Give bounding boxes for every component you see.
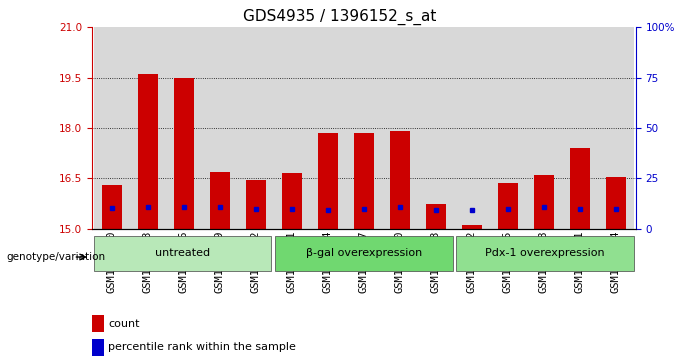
Bar [318,133,338,229]
Bar [606,177,626,229]
Bar [102,185,122,229]
Bar [490,27,526,229]
Bar [274,27,310,229]
Bar [598,27,634,229]
Text: β-gal overexpression: β-gal overexpression [306,248,422,258]
Bar [534,175,554,229]
Bar [310,27,346,229]
Bar [418,27,454,229]
Bar [138,74,158,229]
Bar [498,183,517,229]
Bar [426,204,446,229]
Bar [166,27,202,229]
Bar [245,180,266,229]
Bar [282,173,302,229]
Bar [346,27,381,229]
Bar [130,27,166,229]
Bar [94,236,271,271]
Bar [454,27,490,229]
Bar [275,236,453,271]
Text: percentile rank within the sample: percentile rank within the sample [108,342,296,352]
Bar [92,315,104,332]
Text: genotype/variation: genotype/variation [7,252,106,262]
Bar [210,172,230,229]
Text: untreated: untreated [155,248,210,258]
Bar [381,27,418,229]
Text: Pdx-1 overexpression: Pdx-1 overexpression [486,248,605,258]
Bar [570,148,590,229]
Bar [526,27,562,229]
Bar [456,236,634,271]
Bar [238,27,274,229]
Bar [562,27,598,229]
Bar [92,339,104,356]
Bar [202,27,238,229]
Text: count: count [108,318,139,329]
Bar [462,225,482,229]
Bar [174,78,194,229]
Bar [390,131,410,229]
Text: GDS4935 / 1396152_s_at: GDS4935 / 1396152_s_at [243,9,437,25]
Bar [354,133,374,229]
Bar [94,27,130,229]
